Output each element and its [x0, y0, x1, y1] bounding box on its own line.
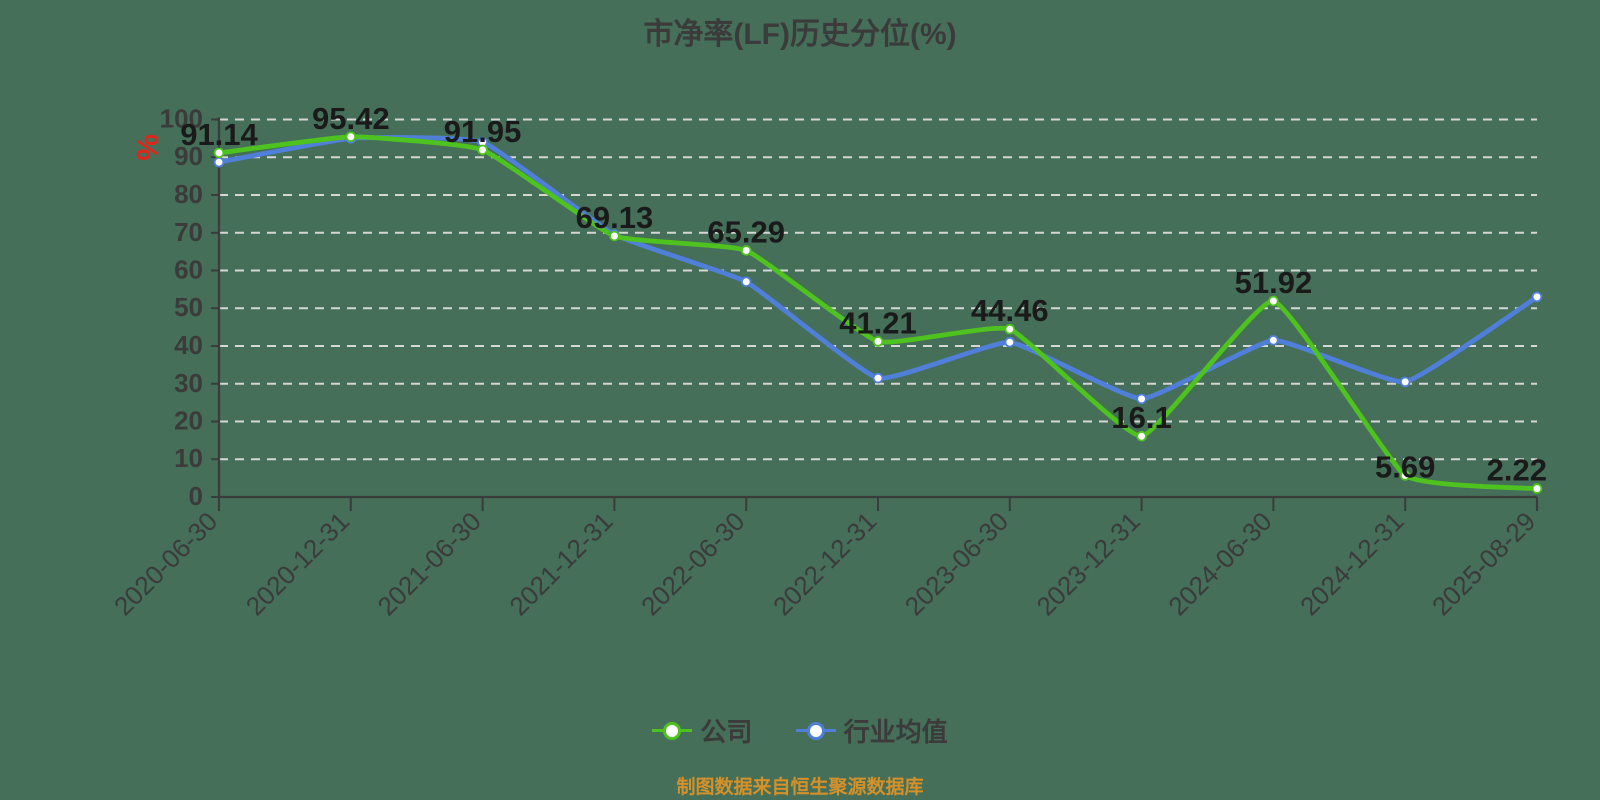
- svg-text:70: 70: [174, 217, 203, 247]
- svg-text:20: 20: [174, 406, 203, 436]
- svg-text:2023-06-30: 2023-06-30: [899, 506, 1014, 621]
- svg-text:91.14: 91.14: [180, 117, 258, 152]
- svg-text:2024-06-30: 2024-06-30: [1162, 506, 1277, 621]
- svg-text:50: 50: [174, 292, 203, 322]
- svg-text:2023-12-31: 2023-12-31: [1031, 506, 1146, 621]
- svg-text:2020-06-30: 2020-06-30: [108, 506, 223, 621]
- svg-text:2022-12-31: 2022-12-31: [767, 506, 882, 621]
- svg-text:2021-06-30: 2021-06-30: [372, 506, 487, 621]
- svg-text:16.1: 16.1: [1111, 400, 1171, 435]
- svg-text:51.92: 51.92: [1235, 265, 1313, 300]
- svg-text:2021-12-31: 2021-12-31: [503, 506, 618, 621]
- svg-text:10: 10: [174, 443, 203, 473]
- svg-text:30: 30: [174, 368, 203, 398]
- svg-text:2022-06-30: 2022-06-30: [635, 506, 750, 621]
- svg-text:65.29: 65.29: [707, 215, 785, 250]
- svg-text:80: 80: [174, 179, 203, 209]
- svg-text:44.46: 44.46: [971, 293, 1049, 328]
- svg-text:91.95: 91.95: [444, 114, 522, 149]
- svg-text:2.22: 2.22: [1487, 453, 1547, 488]
- svg-text:5.69: 5.69: [1375, 450, 1435, 485]
- svg-text:2025-08-29: 2025-08-29: [1426, 506, 1541, 621]
- svg-text:69.13: 69.13: [576, 200, 654, 235]
- svg-text:40: 40: [174, 330, 203, 360]
- svg-text:60: 60: [174, 255, 203, 285]
- svg-text:95.42: 95.42: [312, 101, 390, 136]
- svg-text:2020-12-31: 2020-12-31: [240, 506, 355, 621]
- svg-text:2024-12-31: 2024-12-31: [1294, 506, 1409, 621]
- svg-text:41.21: 41.21: [839, 305, 917, 340]
